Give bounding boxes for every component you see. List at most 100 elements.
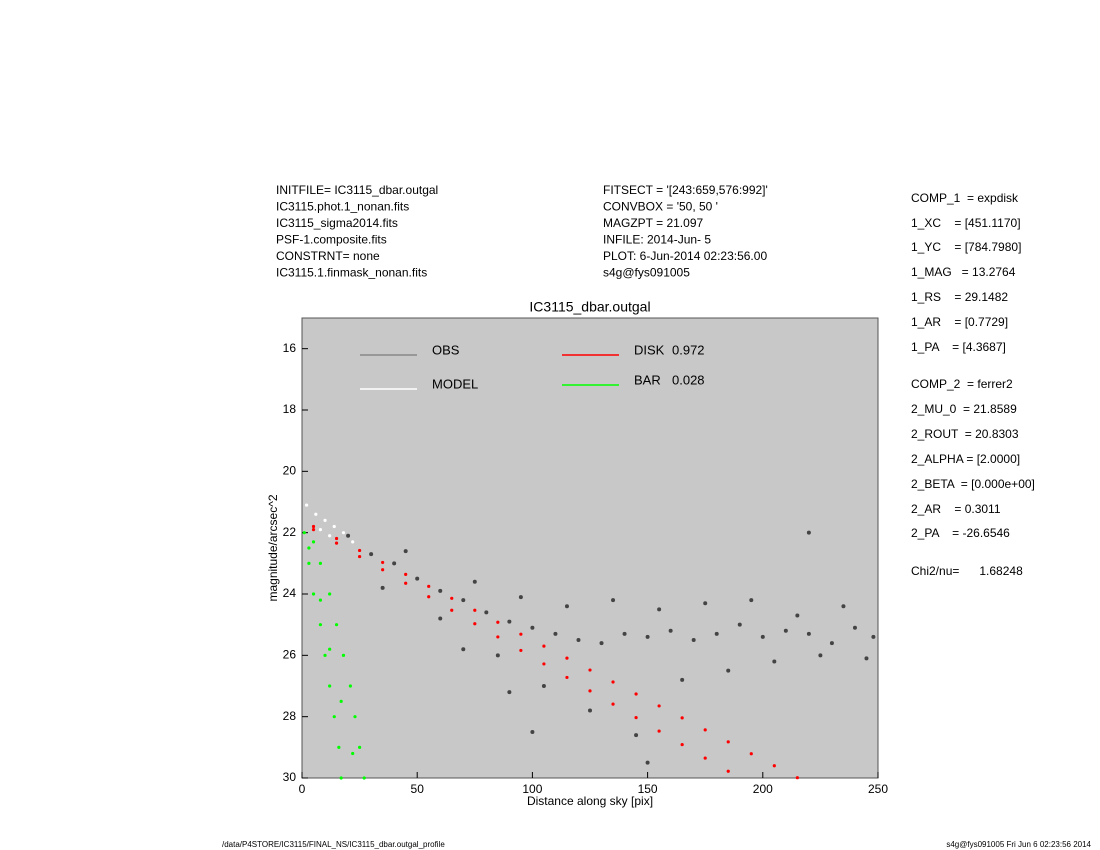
data-point xyxy=(358,554,362,559)
data-point xyxy=(564,604,569,609)
data-point xyxy=(622,631,627,636)
data-point xyxy=(311,528,316,532)
data-point xyxy=(841,604,846,609)
fit-parameter: 2_AR = 0.3011 xyxy=(911,502,1001,516)
data-point xyxy=(806,631,811,636)
data-point xyxy=(381,568,385,572)
data-point xyxy=(334,541,339,545)
data-point xyxy=(829,641,834,646)
fit-parameter: COMP_1 = expdisk xyxy=(911,191,1019,205)
data-point xyxy=(323,518,327,523)
header-middle-line: s4g@fys091005 xyxy=(603,266,690,280)
data-point xyxy=(542,644,546,648)
data-point xyxy=(542,662,546,666)
data-point xyxy=(795,776,799,780)
data-point xyxy=(680,742,684,747)
data-point xyxy=(496,635,500,639)
data-point xyxy=(611,702,615,706)
y-tick-label: 20 xyxy=(283,464,297,478)
data-point xyxy=(302,531,306,535)
header-middle-line: FITSECT = '[243:659,576:992]' xyxy=(603,183,768,197)
data-point xyxy=(495,653,500,658)
legend-label: MODEL xyxy=(432,376,478,391)
data-point xyxy=(328,592,332,596)
data-point xyxy=(328,684,332,688)
data-point xyxy=(772,764,776,768)
data-point xyxy=(703,728,707,732)
data-point xyxy=(634,715,638,720)
data-point xyxy=(341,531,346,535)
y-tick-label: 16 xyxy=(283,341,297,355)
data-point xyxy=(611,598,616,603)
data-point xyxy=(691,638,696,642)
legend-fraction: 0.972 xyxy=(672,342,705,357)
data-point xyxy=(392,561,397,566)
data-point xyxy=(588,668,592,672)
data-point xyxy=(358,548,362,553)
data-point xyxy=(415,576,420,581)
data-point xyxy=(871,634,876,639)
data-point xyxy=(657,607,662,612)
data-point xyxy=(645,634,650,639)
fit-parameter: 2_ALPHA = [2.0000] xyxy=(911,452,1020,466)
data-point xyxy=(307,546,311,550)
x-tick-label: 0 xyxy=(299,782,306,796)
data-point xyxy=(307,561,311,565)
plot-area xyxy=(301,317,879,779)
y-tick-label: 18 xyxy=(283,402,297,416)
header-middle-line: MAGZPT = 21.097 xyxy=(603,216,703,230)
fit-parameter: 1_AR = [0.7729] xyxy=(911,315,1008,329)
data-point xyxy=(381,560,385,565)
fit-parameter: 2_PA = -26.6546 xyxy=(911,526,1010,540)
fit-parameter: Chi2/nu= 1.68248 xyxy=(911,564,1023,578)
data-point xyxy=(351,751,355,756)
data-point xyxy=(427,584,431,588)
data-point xyxy=(461,598,466,603)
fit-parameter: 2_ROUT = 20.8303 xyxy=(911,427,1019,441)
data-point xyxy=(507,690,512,695)
data-point xyxy=(438,616,443,621)
data-point xyxy=(341,653,346,657)
data-point xyxy=(339,776,343,780)
header-left-line: IC3115_sigma2014.fits xyxy=(276,216,398,230)
data-point xyxy=(806,530,811,535)
data-point xyxy=(339,699,343,703)
data-point xyxy=(703,601,708,606)
data-point xyxy=(530,730,535,734)
data-point xyxy=(634,733,639,738)
data-point xyxy=(496,620,500,624)
fit-parameter: 2_BETA = [0.000e+00] xyxy=(911,477,1035,491)
data-point xyxy=(369,552,374,557)
data-point xyxy=(473,622,477,626)
data-point xyxy=(726,668,731,673)
x-tick-label: 100 xyxy=(522,782,542,796)
data-point xyxy=(772,659,777,664)
data-point xyxy=(599,641,604,646)
data-point xyxy=(852,625,857,630)
data-point xyxy=(657,704,661,708)
x-tick-label: 150 xyxy=(638,782,658,796)
legend-label: OBS xyxy=(432,342,460,357)
data-point xyxy=(404,581,408,585)
data-point xyxy=(450,608,454,612)
data-point xyxy=(305,503,309,507)
data-point xyxy=(565,656,569,660)
data-point xyxy=(472,579,477,584)
data-point xyxy=(749,598,754,603)
data-point xyxy=(553,631,558,636)
data-point xyxy=(519,648,523,653)
data-point xyxy=(588,689,592,693)
footer-path: /data/P4STORE/IC3115/FINAL_NS/IC3115_dba… xyxy=(222,840,445,849)
data-point xyxy=(530,625,535,630)
header-left-line: IC3115.1.finmask_nonan.fits xyxy=(276,266,427,280)
header-middle-line: PLOT: 6-Jun-2014 02:23:56.00 xyxy=(603,249,767,263)
data-point xyxy=(473,608,477,612)
data-point xyxy=(311,540,316,544)
data-point xyxy=(518,595,523,600)
data-point xyxy=(484,610,489,615)
data-point xyxy=(760,634,765,639)
fit-parameter: 1_PA = [4.3687] xyxy=(911,340,1006,354)
data-point xyxy=(795,613,800,618)
x-axis-label: Distance along sky [pix] xyxy=(527,794,653,808)
data-point xyxy=(783,628,788,633)
